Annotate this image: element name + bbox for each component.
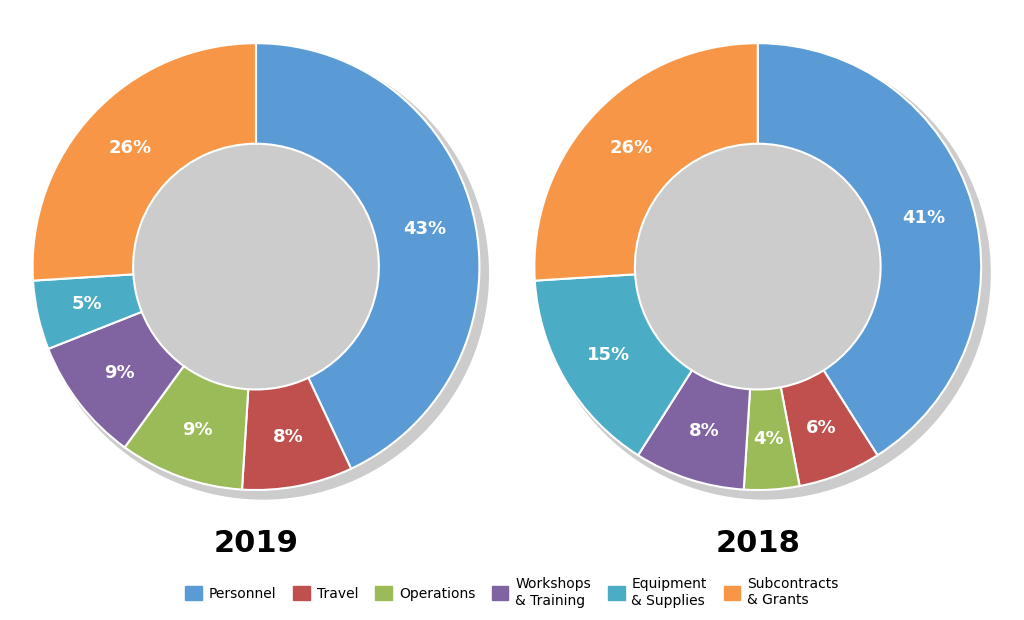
Circle shape (37, 48, 488, 499)
Wedge shape (125, 366, 248, 490)
Wedge shape (535, 274, 692, 455)
Text: 4%: 4% (754, 430, 784, 448)
Text: 9%: 9% (103, 364, 134, 382)
Legend: Personnel, Travel, Operations, Workshops
& Training, Equipment
& Supplies, Subco: Personnel, Travel, Operations, Workshops… (180, 572, 844, 613)
Wedge shape (638, 370, 750, 490)
Text: 41%: 41% (902, 210, 945, 228)
Text: 26%: 26% (610, 139, 653, 157)
Wedge shape (33, 43, 256, 281)
Text: 26%: 26% (109, 139, 152, 157)
Text: 43%: 43% (403, 220, 446, 238)
Wedge shape (743, 388, 800, 490)
Wedge shape (780, 370, 878, 486)
Text: 5%: 5% (72, 295, 102, 313)
Wedge shape (33, 274, 141, 349)
Text: 6%: 6% (806, 418, 837, 436)
Circle shape (539, 48, 990, 499)
Title: 2018: 2018 (716, 529, 800, 557)
Wedge shape (758, 43, 981, 455)
Wedge shape (256, 43, 479, 469)
Wedge shape (242, 378, 351, 490)
Text: 15%: 15% (587, 346, 631, 364)
Text: 8%: 8% (689, 422, 720, 440)
Wedge shape (48, 312, 183, 448)
Wedge shape (535, 43, 758, 281)
Text: 8%: 8% (273, 428, 304, 446)
Text: 9%: 9% (182, 420, 213, 438)
Title: 2019: 2019 (213, 529, 299, 557)
